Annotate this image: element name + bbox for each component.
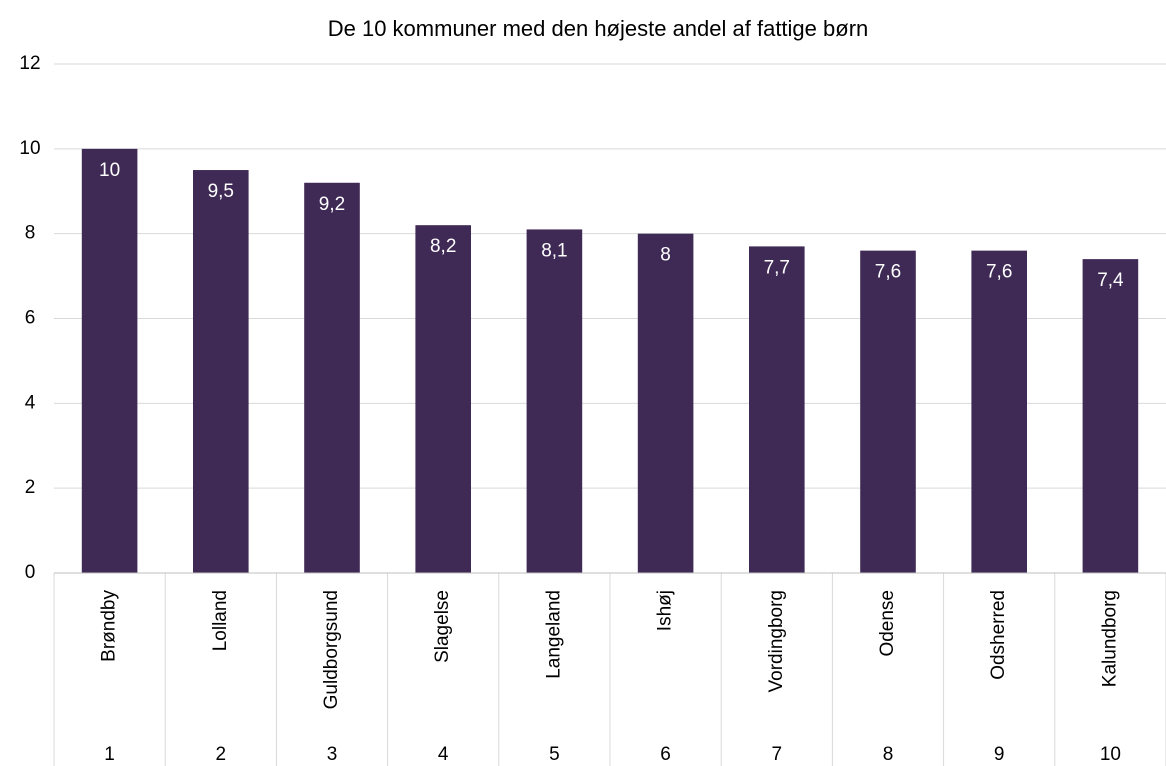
y-tick-label: 6 <box>25 308 36 329</box>
x-tick-label: Guldborgsund <box>321 590 342 709</box>
y-tick-label: 0 <box>25 562 36 583</box>
value-label: 8,1 <box>541 240 567 261</box>
y-tick-label: 12 <box>19 53 40 74</box>
rank-label: 6 <box>660 744 671 765</box>
x-tick-label: Vordingborg <box>766 590 787 692</box>
rank-label: 7 <box>772 744 783 765</box>
bar <box>81 148 138 574</box>
bar <box>304 182 360 573</box>
x-tick-label: Lolland <box>210 590 231 651</box>
value-label: 7,4 <box>1097 270 1124 291</box>
x-tick-label: Brøndby <box>99 590 120 662</box>
y-tick-label: 4 <box>25 392 36 413</box>
value-label: 8,2 <box>430 236 456 257</box>
x-tick-label: Ishøj <box>655 590 676 631</box>
bar <box>415 225 471 573</box>
bar <box>860 250 916 573</box>
rank-label: 5 <box>549 744 560 765</box>
bar <box>749 246 805 573</box>
value-label: 9,2 <box>319 194 345 215</box>
value-label: 7,7 <box>764 257 790 278</box>
rank-label: 10 <box>1100 744 1121 765</box>
rank-label: 4 <box>438 744 449 765</box>
value-label: 9,5 <box>208 181 234 202</box>
y-tick-label: 10 <box>19 138 40 159</box>
rank-label: 3 <box>327 744 338 765</box>
value-label: 8 <box>660 245 671 266</box>
rank-label: 1 <box>104 744 115 765</box>
rank-label: 2 <box>216 744 227 765</box>
chart-title: De 10 kommuner med den højeste andel af … <box>328 16 869 41</box>
rank-label: 9 <box>994 744 1005 765</box>
x-tick-label: Odense <box>877 590 898 657</box>
x-tick-label: Kalundborg <box>1099 590 1120 687</box>
y-tick-label: 8 <box>25 223 36 244</box>
x-tick-label: Slagelse <box>432 590 453 663</box>
rank-label: 8 <box>883 744 894 765</box>
value-label: 10 <box>99 160 120 181</box>
x-tick-label: Odsherred <box>988 590 1009 680</box>
value-label: 7,6 <box>875 262 901 283</box>
x-tick-label: Langeland <box>543 590 564 679</box>
bar <box>193 170 249 573</box>
y-tick-label: 2 <box>25 477 36 498</box>
bar <box>1082 259 1139 573</box>
value-label: 7,6 <box>986 262 1012 283</box>
bar <box>526 229 583 574</box>
bar <box>637 233 694 573</box>
bar <box>971 250 1027 573</box>
